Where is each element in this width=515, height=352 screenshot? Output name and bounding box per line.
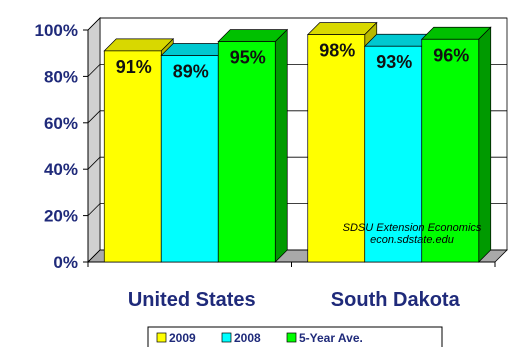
y-tick-label: 0% — [53, 253, 78, 272]
chart-left-wall — [87, 17, 101, 263]
bar-side — [274, 28, 288, 263]
legend-swatch — [221, 332, 232, 343]
bar-front — [103, 50, 162, 263]
y-tick-label: 40% — [44, 160, 78, 179]
data-label: 96% — [433, 45, 469, 65]
data-label: 89% — [173, 62, 209, 82]
legend-label: 5-Year Ave. — [299, 331, 363, 345]
y-tick-label: 100% — [35, 21, 78, 40]
bar: 95% — [217, 28, 289, 263]
legend: 2009 2008 5-Year Ave. — [147, 326, 443, 350]
legend-label: 2008 — [234, 331, 261, 345]
x-category-label: United States — [128, 289, 256, 311]
data-label: 95% — [230, 48, 266, 68]
bar-front — [421, 38, 480, 263]
bar-front — [217, 41, 276, 263]
data-label: 98% — [319, 41, 355, 61]
bar-front — [160, 55, 219, 263]
annotation-line: econ.sdstate.edu — [370, 234, 454, 246]
y-tick-label: 60% — [44, 114, 78, 133]
legend-swatch — [156, 332, 167, 343]
annotation-line: SDSU Extension Economics — [343, 222, 482, 234]
y-tick-label: 80% — [44, 67, 78, 86]
legend-label: 2009 — [169, 331, 196, 345]
y-axis: 0% 20% 40% 60% 80% 100% — [35, 21, 496, 272]
bar-front — [307, 34, 366, 263]
bars: 91% 89% 95% 98% 93% 96% — [103, 21, 492, 263]
bar: 96% — [420, 26, 492, 263]
data-label: 91% — [116, 57, 152, 77]
legend-swatch — [286, 332, 297, 343]
y-tick-label: 20% — [44, 207, 78, 226]
gridline — [87, 17, 507, 31]
bar-front — [364, 45, 423, 263]
x-category-label: South Dakota — [331, 289, 461, 311]
x-axis-labels: United States South Dakota — [128, 289, 461, 311]
data-label: 93% — [376, 52, 412, 72]
